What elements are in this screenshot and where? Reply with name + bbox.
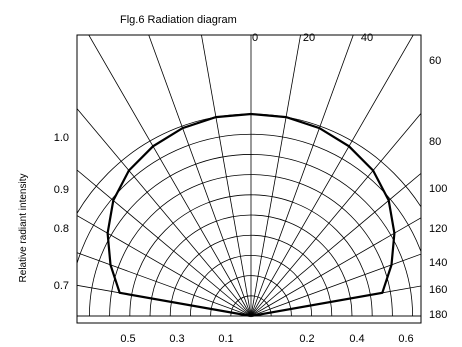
grid-ring-0.1: [230, 295, 272, 317]
grid-spoke--60: [77, 215, 252, 317]
top-angle-label-40: 40: [361, 32, 373, 44]
bottom-left-label-0.3: 0.3: [169, 333, 184, 345]
radiation-pattern-curve: [106, 112, 396, 318]
grid-ring-0.7: [109, 174, 393, 317]
right-angle-label-60: 60: [429, 55, 441, 67]
right-angle-label-80: 80: [429, 136, 441, 148]
top-angle-label-20: 20: [303, 32, 315, 44]
grid-ring-0.2: [210, 275, 292, 317]
left-intensity-label-0.9: 0.9: [54, 184, 69, 196]
right-angle-label-140: 140: [429, 257, 447, 269]
grid-ring-0.4: [169, 234, 333, 317]
bottom-right-label-0.4: 0.4: [349, 333, 364, 345]
left-intensity-label-0.8: 0.8: [54, 223, 69, 235]
grid-ring-0.5: [149, 214, 353, 317]
grid-spoke-40: [250, 112, 421, 317]
left-intensity-label-1.0: 1.0: [54, 132, 69, 144]
bottom-right-label-0.6: 0.6: [398, 333, 413, 345]
plot-frame: [76, 34, 422, 324]
bottom-left-label-0.1: 0.1: [218, 333, 233, 345]
grid-spoke-50: [250, 172, 421, 317]
grid-spoke--50: [77, 169, 252, 317]
grid-spoke--80: [77, 284, 252, 317]
grid-spoke--10: [201, 35, 252, 317]
grid-spoke-20: [250, 35, 354, 317]
grid-ring-0.3: [190, 255, 312, 317]
top-angle-label-0: 0: [252, 32, 258, 44]
grid-spoke-70: [250, 253, 421, 317]
y-axis-label: Relative radiant intensity: [18, 174, 29, 283]
right-angle-label-120: 120: [429, 223, 447, 235]
grid-spoke--70: [77, 252, 252, 317]
bottom-left-label-0.5: 0.5: [120, 333, 135, 345]
bottom-right-label-0.2: 0.2: [299, 333, 314, 345]
tick-labels: 0 20 40 60 80 100 120 140 160 180 1.0 0.9 0.8 0.7 0.5 0…: [54, 32, 448, 345]
grid-spoke-80: [250, 285, 421, 317]
right-angle-label-100: 100: [429, 183, 447, 195]
chart-title: Flg.6 Radiation diagram: [120, 14, 237, 26]
right-angle-label-160: 160: [429, 284, 447, 296]
grid-spoke-30: [250, 35, 414, 317]
left-intensity-label-0.7: 0.7: [54, 280, 69, 292]
polar-grid: [77, 35, 421, 317]
grid-spoke--20: [148, 35, 252, 317]
grid-spoke--40: [77, 108, 252, 317]
grid-spoke--30: [88, 35, 252, 317]
grid-spoke-10: [250, 35, 301, 317]
grid-ring-0.9: [77, 133, 421, 266]
grid-spoke-60: [250, 217, 421, 317]
grid-ring-0.6: [129, 194, 373, 317]
right-angle-label-180: 180: [429, 309, 447, 321]
